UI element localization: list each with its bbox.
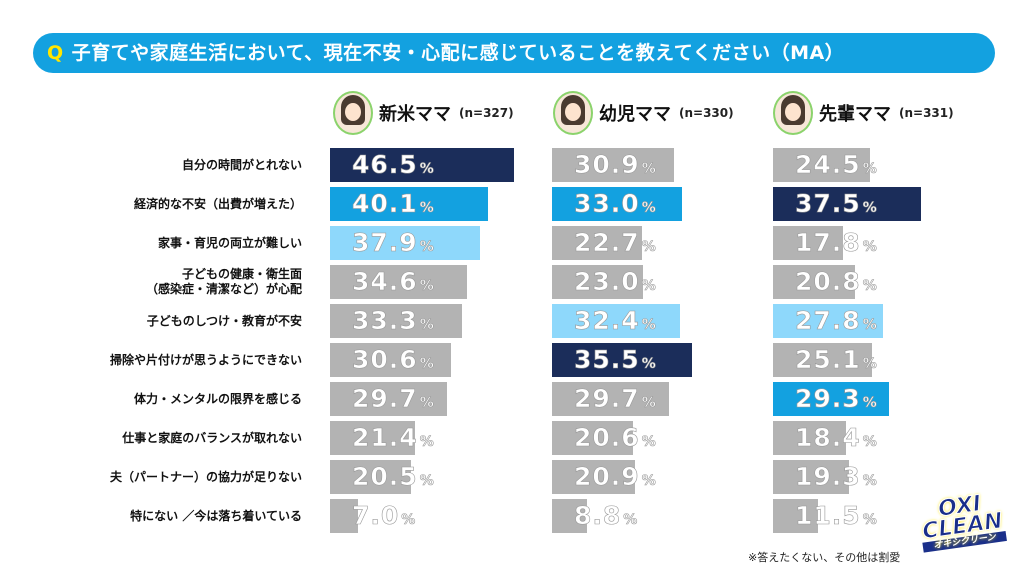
bar <box>773 499 819 533</box>
mom-avatar-icon <box>333 91 373 135</box>
category-label: 子どもの健康・衛生面 （感染症・清潔など）が心配 <box>145 267 302 296</box>
bar <box>330 304 462 338</box>
bar <box>552 187 683 221</box>
data-label: 20.6% <box>574 423 657 453</box>
bar <box>773 382 889 416</box>
bar <box>552 304 680 338</box>
data-label: 29.7% <box>352 384 435 414</box>
bar <box>773 460 850 494</box>
footnote: ※答えたくない、その他は割愛 <box>748 551 901 564</box>
data-label: 37.9% <box>352 228 435 258</box>
data-label: 30.6% <box>352 345 435 375</box>
category-label: 掃除や片付けが思うようにできない <box>109 352 302 367</box>
mom-avatar-icon <box>773 91 813 135</box>
category-label: 特にない ／今は落ち着いている <box>130 508 302 523</box>
bar <box>552 460 635 494</box>
bar <box>330 148 514 182</box>
data-label: 7.0% <box>352 501 417 531</box>
category-label: 自分の時間がとれない <box>181 157 302 172</box>
bar <box>330 499 358 533</box>
data-label: 21.4% <box>352 423 435 453</box>
bar <box>552 226 642 260</box>
data-label: 20.5% <box>352 462 435 492</box>
data-label: 33.0% <box>574 189 657 219</box>
bar <box>773 226 844 260</box>
data-label: 23.0% <box>574 267 657 297</box>
data-label: 20.9% <box>574 462 657 492</box>
series-name: 先輩ママ <box>819 104 891 125</box>
data-label: 19.3% <box>795 462 878 492</box>
category-label: 夫（パートナー）の協力が足りない <box>109 469 302 484</box>
bar <box>773 343 873 377</box>
category-label: 体力・メンタルの限界を感じる <box>133 391 302 406</box>
bar <box>552 421 634 455</box>
data-label: 25.1% <box>795 345 878 375</box>
bar <box>330 460 411 494</box>
data-label: 32.4% <box>574 306 657 336</box>
oxiclean-logo: OXI CLEAN オキシクリーン <box>917 491 1007 554</box>
data-label: 30.9% <box>574 150 657 180</box>
data-label: 29.3% <box>795 384 878 414</box>
bar <box>773 148 870 182</box>
bar <box>330 187 489 221</box>
bar <box>330 421 415 455</box>
bar <box>552 499 587 533</box>
data-label: 29.7% <box>574 384 657 414</box>
bar <box>330 265 467 299</box>
series-header: 幼児ママ (n=330) <box>553 88 734 138</box>
data-label: 11.5% <box>795 501 878 531</box>
bar <box>552 265 643 299</box>
data-label: 17.8% <box>795 228 878 258</box>
series-sample-size: (n=327) <box>459 106 514 120</box>
data-label: 40.1% <box>352 189 435 219</box>
bar <box>773 265 856 299</box>
category-label: 家事・育児の両立が難しい <box>157 235 302 250</box>
data-label: 33.3% <box>352 306 435 336</box>
series-sample-size: (n=330) <box>679 106 734 120</box>
series-sample-size: (n=331) <box>899 106 954 120</box>
category-label: 経済的な不安（出費が増えた） <box>133 196 302 211</box>
question-text: 子育てや家庭生活において、現在不安・心配に感じていることを教えてください（MA） <box>71 42 845 64</box>
question-prefix: Q <box>47 42 64 64</box>
data-label: 18.4% <box>795 423 878 453</box>
bar <box>330 382 448 416</box>
data-label: 35.5% <box>574 345 657 375</box>
series-header: 先輩ママ (n=331) <box>773 88 954 138</box>
category-label: 子どものしつけ・教育が不安 <box>146 313 302 328</box>
bar <box>330 343 451 377</box>
bar <box>552 343 693 377</box>
data-label: 46.5% <box>352 150 435 180</box>
data-label: 8.8% <box>574 501 639 531</box>
bar <box>552 148 675 182</box>
bar <box>773 187 922 221</box>
series-name: 幼児ママ <box>599 104 671 125</box>
data-label: 20.8% <box>795 267 878 297</box>
data-label: 27.8% <box>795 306 878 336</box>
series-header: 新米ママ (n=327) <box>333 88 514 138</box>
data-label: 24.5% <box>795 150 878 180</box>
data-label: 34.6% <box>352 267 435 297</box>
bar <box>330 226 480 260</box>
question-banner: Q 子育てや家庭生活において、現在不安・心配に感じていることを教えてください（MA… <box>33 33 995 73</box>
series-name: 新米ママ <box>379 104 451 125</box>
bar <box>552 382 670 416</box>
category-label: 仕事と家庭のバランスが取れない <box>122 430 302 445</box>
mom-avatar-icon <box>553 91 593 135</box>
data-label: 22.7% <box>574 228 657 258</box>
data-label: 37.5% <box>795 189 878 219</box>
bar <box>773 421 846 455</box>
bar <box>773 304 883 338</box>
